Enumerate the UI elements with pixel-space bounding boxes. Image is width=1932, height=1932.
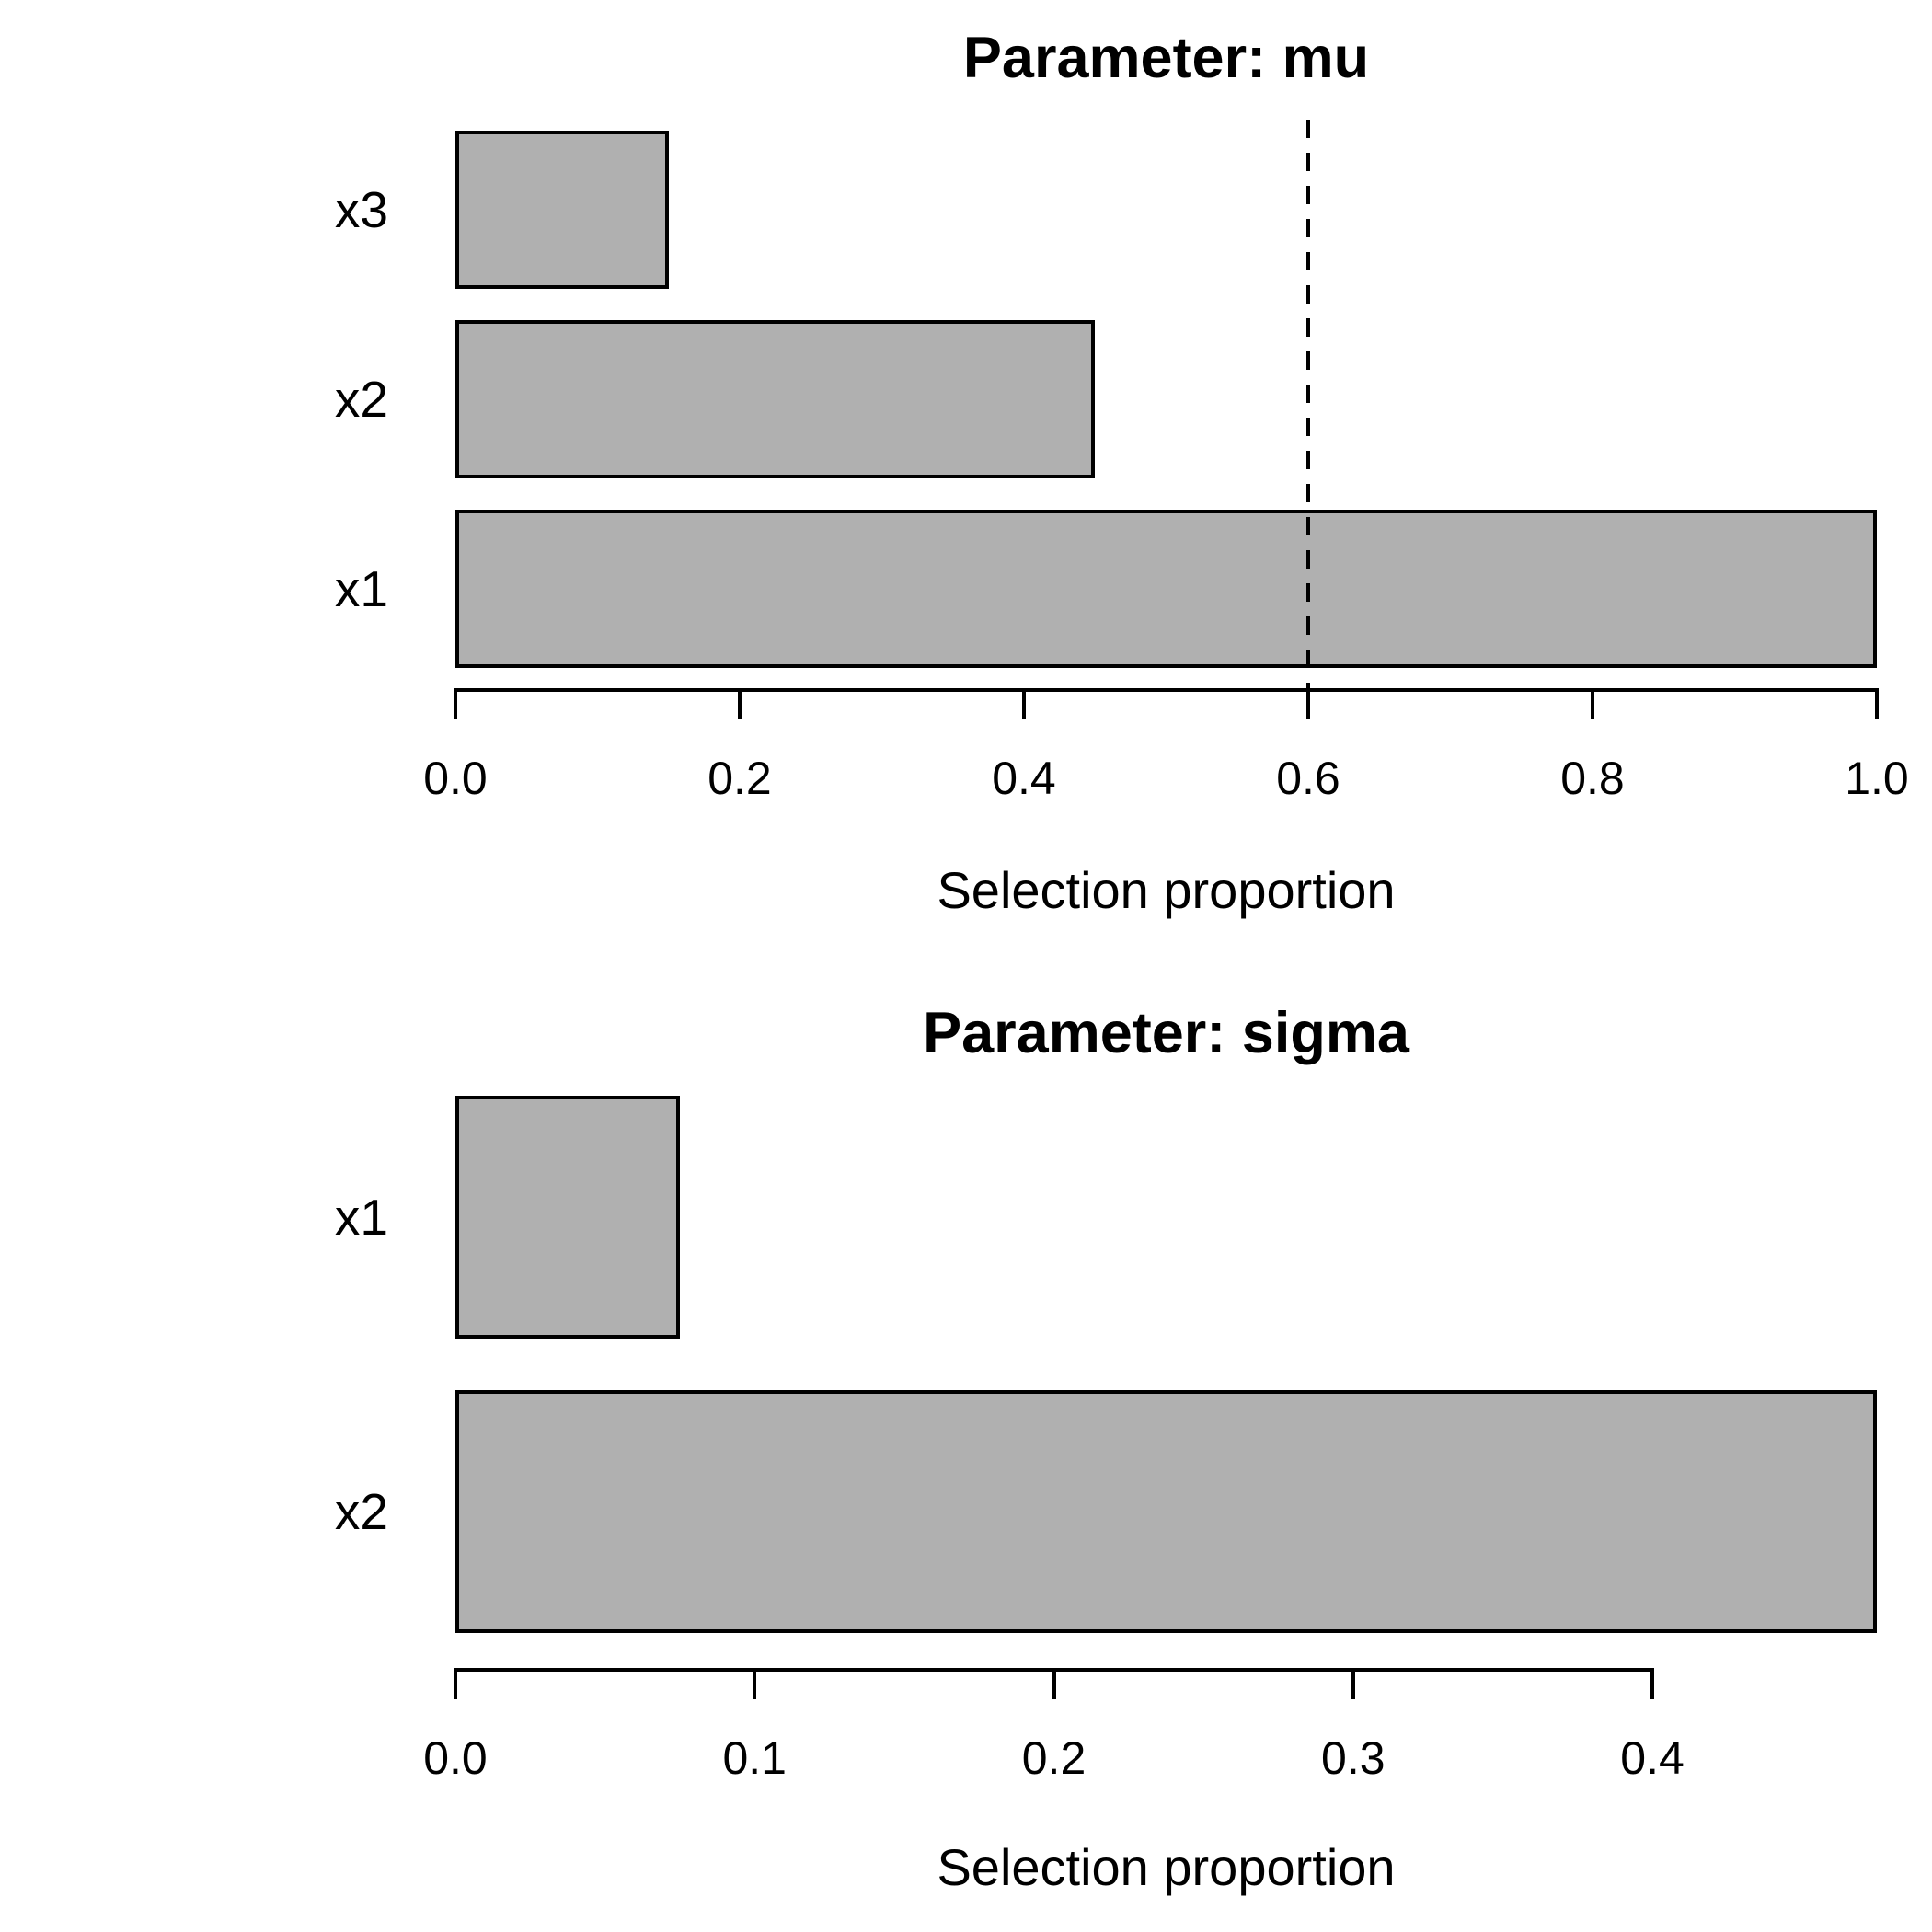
bar-x1 xyxy=(455,510,1877,668)
x-axis-line xyxy=(455,688,1877,692)
bar-x3 xyxy=(455,131,669,289)
x-axis-tick-label: 0.8 xyxy=(1560,753,1625,804)
x-axis-tick-label: 0.4 xyxy=(1620,1732,1685,1784)
x-axis-tick-label: 0.6 xyxy=(1276,753,1340,804)
x-axis-tick-label: 0.3 xyxy=(1321,1732,1386,1784)
x-axis-tick xyxy=(1351,1668,1355,1699)
bar-x2 xyxy=(455,1390,1877,1633)
x-axis-tick xyxy=(1650,1668,1655,1699)
bar-label-x1: x1 xyxy=(334,1189,388,1246)
chart-title-mu: Parameter: mu xyxy=(962,26,1370,90)
x-axis-tick xyxy=(1052,1668,1056,1699)
bar-label-x2: x2 xyxy=(334,371,388,428)
x-axis-tick xyxy=(1306,688,1310,719)
bar-label-x2: x2 xyxy=(334,1483,388,1540)
x-axis-tick-label: 0.1 xyxy=(722,1732,787,1784)
x-axis-tick-label: 1.0 xyxy=(1845,753,1909,804)
bar-x2 xyxy=(455,320,1096,478)
threshold-line xyxy=(1306,120,1310,688)
x-axis-tick xyxy=(1875,688,1879,719)
x-axis-tick-label: 0.2 xyxy=(1021,1732,1087,1784)
bar-label-x1: x1 xyxy=(334,560,388,617)
x-axis-tick xyxy=(454,1668,457,1699)
x-axis-tick-label: 0.0 xyxy=(423,753,488,804)
x-axis-tick xyxy=(454,688,457,719)
x-axis-tick-label: 0.0 xyxy=(423,1732,488,1784)
x-axis-tick xyxy=(753,1668,757,1699)
x-axis-tick xyxy=(738,688,742,719)
x-axis-tick-label: 0.2 xyxy=(707,753,772,804)
bar-x1 xyxy=(455,1096,680,1339)
chart-title-sigma: Parameter: sigma xyxy=(923,1001,1409,1065)
x-axis-label-mu: Selection proportion xyxy=(937,861,1396,919)
x-axis-label-sigma: Selection proportion xyxy=(937,1838,1396,1896)
bar-label-x3: x3 xyxy=(334,181,388,238)
x-axis-tick xyxy=(1022,688,1026,719)
x-axis-tick-label: 0.4 xyxy=(992,753,1056,804)
x-axis-tick xyxy=(1591,688,1594,719)
